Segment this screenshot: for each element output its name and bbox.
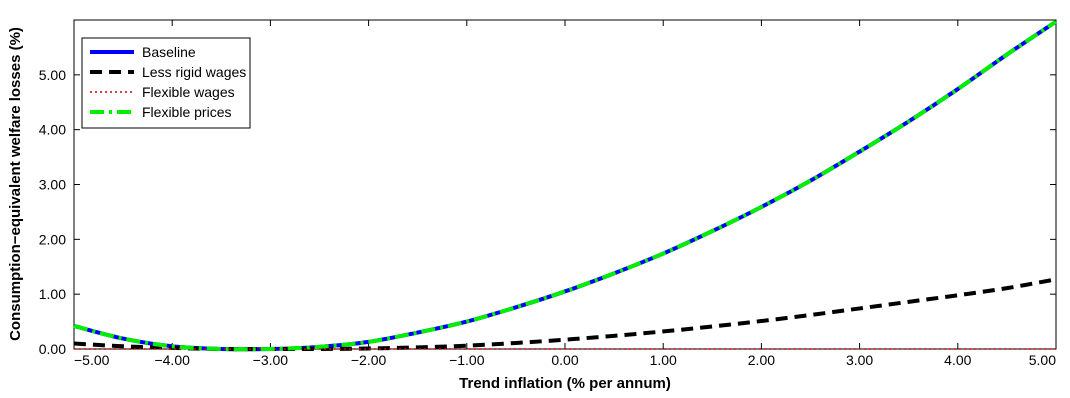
x-axis-title: Trend inflation (% per annum): [459, 375, 671, 392]
x-tick-label: −3.00: [253, 352, 289, 368]
legend-label-flexible-wages: Flexible wages: [142, 84, 235, 100]
x-tick-label: −2.00: [351, 352, 387, 368]
x-tick-label: 1.00: [650, 352, 677, 368]
legend-label-flexible-prices: Flexible prices: [142, 104, 231, 120]
y-tick-label: 1.00: [39, 286, 66, 302]
series-line-flexible-prices: [73, 19, 1058, 352]
x-tick-label: 0.00: [551, 352, 578, 368]
series-lines: [73, 19, 1058, 352]
y-tick-label: 3.00: [39, 177, 66, 193]
x-tick-label: 5.00: [1029, 352, 1056, 368]
y-tick-label: 0.00: [39, 341, 66, 357]
x-tick-label: 4.00: [944, 352, 971, 368]
x-tick-label: 2.00: [748, 352, 775, 368]
legend-label-less-rigid-wages: Less rigid wages: [142, 64, 246, 80]
y-tick-label: 2.00: [39, 231, 66, 247]
legend: Baseline Less rigid wages Flexible wages Fl…: [81, 37, 251, 129]
x-tick-label: −1.00: [449, 352, 485, 368]
y-tick-label: 4.00: [39, 122, 66, 138]
x-tick-label: −5.00: [74, 352, 110, 368]
y-axis-title: Consumption−equivalent welfare losses (%…: [7, 27, 24, 341]
x-tick-label: 3.00: [846, 352, 873, 368]
legend-label-baseline: Baseline: [142, 44, 196, 60]
y-tick-label: 5.00: [39, 67, 66, 83]
x-tick-label: −4.00: [154, 352, 190, 368]
axis-ticks: −5.00 −4.00 −3.00 −2.00 −1.00 0.00 1.00 2.00 3.0…: [39, 20, 1057, 368]
